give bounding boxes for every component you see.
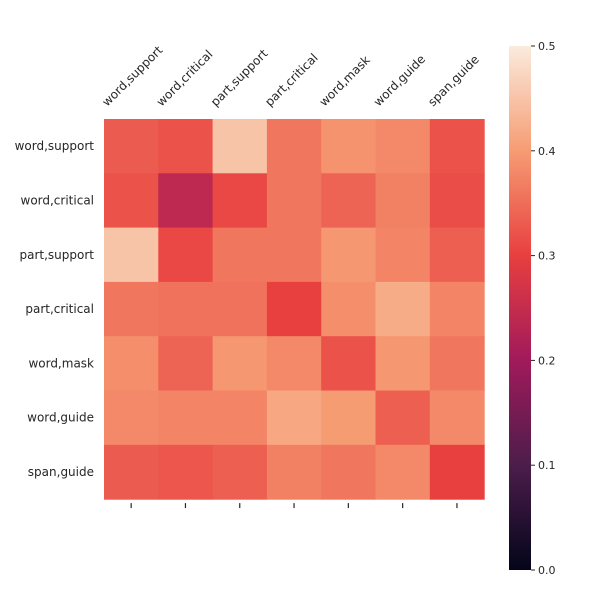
y-tick-label: word,support [15,139,95,153]
heatmap-cell [429,281,485,337]
heatmap-cell [429,444,485,500]
heatmap-cell [212,390,268,446]
heatmap-cell [158,227,214,283]
heatmap-cell [321,173,377,229]
x-tick-label: word,guide [371,52,428,109]
colorbar-tick-label: 0.4 [538,145,556,158]
heatmap-cell [266,173,322,229]
x-tick-label: word,critical [154,47,216,109]
heatmap-cell [321,444,377,500]
heatmap-cell [104,281,159,337]
heatmap-cell [375,336,431,392]
heatmap-cell [266,336,322,392]
heatmap-cell [212,336,268,392]
heatmap-cell [321,281,377,337]
y-tick-label: word,guide [27,411,94,425]
colorbar-tick-label: 0.2 [538,354,556,367]
heatmap-cell [375,173,431,229]
heatmap-cell [212,119,268,174]
heatmap-cell [212,444,268,500]
x-tick-label: word,mask [317,53,373,109]
heatmap-cell [104,119,159,174]
y-tick-label: part,critical [25,302,94,316]
heatmap-cell [104,444,159,500]
heatmap-cell [266,119,322,174]
y-tick-label: word,critical [21,193,95,207]
heatmap-cell [429,119,485,174]
x-tick-label: part,critical [262,51,320,109]
heatmap-cell [321,227,377,283]
heatmap-cell [158,444,214,500]
heatmap-cell [158,336,214,392]
heatmap-cell [158,390,214,446]
heatmap-cell [212,173,268,229]
heatmap-cell [266,227,322,283]
heatmap-cell [212,281,268,337]
heatmap-cell [375,281,431,337]
heatmap-cells [104,119,485,500]
colorbar-tick-label: 0.1 [538,459,556,472]
x-tick-label: span,guide [425,52,482,109]
heatmap-cell [429,390,485,446]
heatmap-cell [429,173,485,229]
heatmap-cell [321,390,377,446]
heatmap-cell [158,281,214,337]
heatmap-cell [104,227,159,283]
colorbar-tick-label: 0.3 [538,250,556,263]
y-tick-label: part,support [20,248,95,262]
heatmap-cell [104,390,159,446]
heatmap-cell [321,119,377,174]
heatmap-cell [266,281,322,337]
x-tick-label: part,support [208,46,271,109]
heatmap-cell [429,336,485,392]
heatmap-cell [429,227,485,283]
colorbar-tick-label: 0.5 [538,40,556,53]
heatmap-cell [375,444,431,500]
heatmap-cell [212,227,268,283]
heatmap-cell [375,227,431,283]
heatmap-cell [321,336,377,392]
heatmap-cell [158,119,214,174]
colorbar: 0.0 0.1 0.2 0.3 0.4 0.5 [509,40,556,577]
y-tick-label: span,guide [28,465,94,479]
colorbar-gradient [509,46,531,570]
heatmap-cell [375,390,431,446]
heatmap-cell [375,119,431,174]
heatmap-cell [104,173,159,229]
heatmap-cell [266,390,322,446]
y-axis-ticks: word,support word,critical part,support par… [15,139,95,479]
heatmap-cell [104,336,159,392]
y-tick-label: word,mask [28,356,94,370]
heatmap-cell [158,173,214,229]
colorbar-tick-label: 0.0 [538,564,556,577]
heatmap-cell [266,444,322,500]
